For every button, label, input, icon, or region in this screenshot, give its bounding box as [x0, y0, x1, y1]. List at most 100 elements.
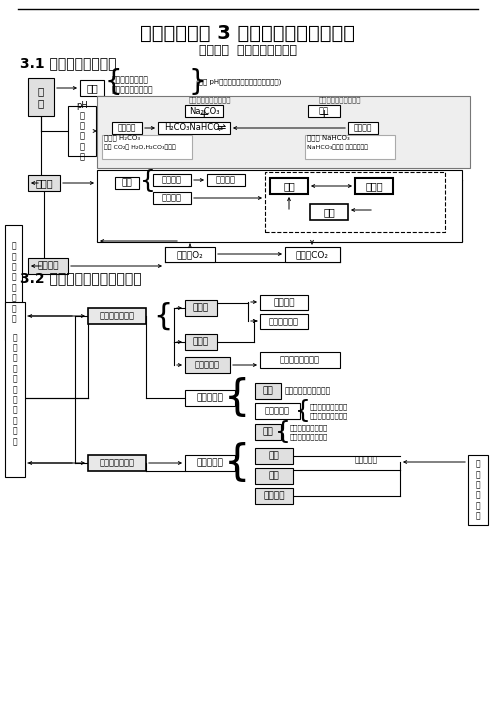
- Text: 物质交换: 物质交换: [37, 262, 59, 270]
- Text: 养料、O₂: 养料、O₂: [177, 250, 203, 259]
- FancyBboxPatch shape: [260, 314, 308, 329]
- Text: (包括 pH、参透压、温度、血糖浓度等等): (包括 pH、参透压、温度、血糖浓度等等): [196, 79, 281, 86]
- FancyBboxPatch shape: [185, 390, 235, 406]
- Text: 多余时 H₂CO₃: 多余时 H₂CO₃: [104, 135, 140, 141]
- Text: 淋巴: 淋巴: [323, 207, 335, 217]
- Text: 催乳素: 催乳素: [193, 338, 209, 347]
- Text: 由素中碱性物质增多时: 由素中碱性物质增多时: [189, 97, 231, 103]
- FancyBboxPatch shape: [80, 80, 104, 96]
- FancyBboxPatch shape: [97, 96, 470, 168]
- FancyBboxPatch shape: [270, 178, 308, 194]
- Text: 膝跳反射、舔吮反射: 膝跳反射、舔吮反射: [310, 404, 348, 410]
- FancyBboxPatch shape: [88, 455, 146, 471]
- FancyBboxPatch shape: [260, 295, 308, 310]
- Text: 趋性: 趋性: [262, 387, 273, 395]
- Text: 细胞外液: 细胞外液: [162, 194, 182, 202]
- Text: 第一单元  生命活动的的调节: 第一单元 生命活动的的调节: [199, 44, 297, 56]
- Text: 缓冲物质: 缓冲物质: [118, 124, 136, 133]
- FancyBboxPatch shape: [355, 178, 393, 194]
- Text: 内环境: 内环境: [35, 178, 53, 188]
- Text: {: {: [224, 442, 250, 484]
- Text: 求偶行为: 求偶行为: [273, 298, 295, 307]
- FancyBboxPatch shape: [153, 192, 191, 204]
- FancyBboxPatch shape: [185, 300, 217, 316]
- Text: 3.2 动物行为产生的生理基础: 3.2 动物行为产生的生理基础: [20, 271, 142, 285]
- Text: 细胞间液: 细胞间液: [216, 176, 236, 185]
- Text: 条件反射: 条件反射: [263, 491, 285, 501]
- Text: 缓冲物质: 缓冲物质: [354, 124, 372, 133]
- FancyBboxPatch shape: [102, 135, 192, 159]
- FancyBboxPatch shape: [158, 122, 230, 134]
- FancyBboxPatch shape: [5, 302, 25, 477]
- Text: 血浆: 血浆: [283, 181, 295, 191]
- FancyBboxPatch shape: [255, 468, 293, 484]
- Text: 生
活
体
验
和
学: 生 活 体 验 和 学: [476, 460, 480, 520]
- FancyBboxPatch shape: [185, 105, 223, 117]
- Text: 后天性行为: 后天性行为: [196, 458, 223, 468]
- Text: 性激素: 性激素: [193, 303, 209, 312]
- Text: {: {: [153, 301, 173, 331]
- Text: ⇌: ⇌: [216, 123, 226, 133]
- Text: 本能: 本能: [262, 428, 273, 437]
- Text: 直素中酸性物质增多时: 直素中酸性物质增多时: [319, 97, 361, 103]
- Text: 稳
态: 稳 态: [38, 86, 44, 108]
- Text: 由一系列非条件反射: 由一系列非条件反射: [290, 425, 328, 431]
- Text: Na₂CO₃: Na₂CO₃: [189, 107, 219, 116]
- FancyBboxPatch shape: [255, 383, 281, 399]
- Text: 动
物
行
为
产
生
的
生
理
基
础: 动 物 行 为 产 生 的 生 理 基 础: [13, 333, 17, 446]
- FancyBboxPatch shape: [28, 258, 68, 274]
- Text: 概念: 概念: [86, 83, 98, 93]
- Text: pH
的
相
对
稳
定: pH 的 相 对 稳 定: [76, 100, 88, 161]
- Text: 细胞内液: 细胞内液: [162, 176, 182, 185]
- FancyBboxPatch shape: [28, 175, 60, 191]
- Text: 甲状腺激素: 甲状腺激素: [195, 361, 220, 369]
- FancyBboxPatch shape: [115, 177, 139, 189]
- FancyBboxPatch shape: [468, 455, 488, 525]
- Text: H₂CO₃NaHCO₃: H₂CO₃NaHCO₃: [165, 124, 224, 133]
- FancyBboxPatch shape: [68, 106, 96, 156]
- FancyBboxPatch shape: [165, 247, 215, 262]
- Text: {: {: [224, 377, 250, 419]
- FancyBboxPatch shape: [285, 247, 340, 262]
- FancyBboxPatch shape: [185, 455, 235, 471]
- Text: 印记: 印记: [269, 451, 279, 461]
- Text: 高中生物必修 3 重点知识详解（图表）: 高中生物必修 3 重点知识详解（图表）: [140, 23, 356, 43]
- Text: 体液: 体液: [122, 178, 132, 187]
- Text: 神经调节与行为: 神经调节与行为: [100, 458, 134, 468]
- FancyBboxPatch shape: [308, 105, 340, 117]
- Text: 3.1 内环境与物质交换: 3.1 内环境与物质交换: [20, 56, 117, 70]
- Text: 决定性作用: 决定性作用: [355, 456, 378, 465]
- FancyBboxPatch shape: [255, 424, 281, 440]
- FancyBboxPatch shape: [28, 78, 54, 116]
- Text: 多余时 NaHCO₃: 多余时 NaHCO₃: [307, 135, 350, 141]
- Text: 按顺序连续发生构成: 按顺序连续发生构成: [290, 434, 328, 440]
- Text: 组织液: 组织液: [365, 181, 383, 191]
- FancyBboxPatch shape: [185, 334, 217, 350]
- Text: +: +: [319, 109, 329, 121]
- Text: {: {: [295, 399, 311, 423]
- Text: 乳酸: 乳酸: [319, 107, 329, 116]
- Text: 影响活动、食欲等: 影响活动、食欲等: [280, 355, 320, 364]
- FancyBboxPatch shape: [305, 135, 395, 159]
- FancyBboxPatch shape: [5, 225, 22, 340]
- FancyBboxPatch shape: [348, 122, 378, 134]
- Text: {: {: [275, 420, 291, 444]
- Text: NaHCO₃增高时 由肾排出体外: NaHCO₃增高时 由肾排出体外: [307, 144, 368, 150]
- FancyBboxPatch shape: [255, 488, 293, 504]
- Text: {: {: [105, 68, 123, 96]
- Text: 吸奶反射、眨眼反射: 吸奶反射、眨眼反射: [310, 413, 348, 419]
- FancyBboxPatch shape: [112, 122, 142, 134]
- Text: 照顾幼仔行为: 照顾幼仔行为: [269, 317, 299, 326]
- FancyBboxPatch shape: [153, 174, 191, 186]
- Text: +: +: [199, 109, 209, 121]
- FancyBboxPatch shape: [255, 448, 293, 464]
- Text: 内
环
境
与
物
质
交
换: 内 环 境 与 物 质 交 换: [11, 241, 16, 324]
- Text: 模仿: 模仿: [269, 472, 279, 480]
- FancyBboxPatch shape: [185, 357, 230, 373]
- FancyBboxPatch shape: [255, 403, 300, 419]
- FancyBboxPatch shape: [88, 308, 146, 324]
- Text: 非条件反射: 非条件反射: [265, 406, 290, 416]
- Text: 先天性行为: 先天性行为: [196, 394, 223, 402]
- Text: 生成 CO₂和 H₂O,H₂CO₃增高时: 生成 CO₂和 H₂O,H₂CO₃增高时: [104, 144, 176, 150]
- FancyBboxPatch shape: [207, 174, 245, 186]
